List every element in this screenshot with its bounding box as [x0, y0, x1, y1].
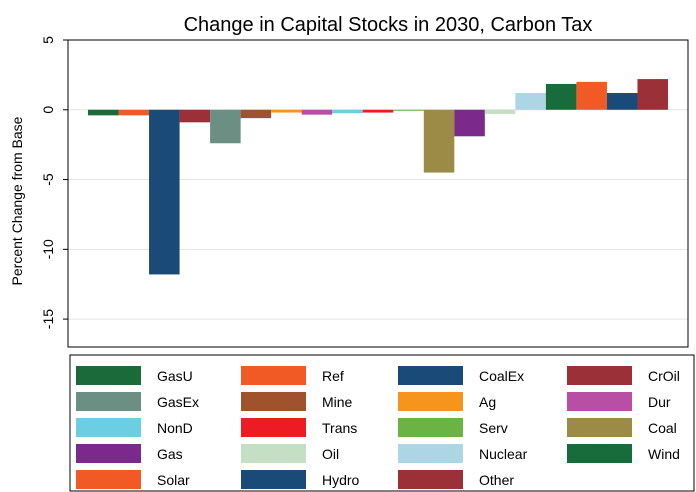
- bars: [88, 79, 668, 275]
- bar-solar: [576, 81, 607, 110]
- legend-swatch-gasex: [76, 392, 141, 411]
- y-tick-label: -10: [40, 239, 56, 259]
- bar-nuclear: [515, 93, 546, 110]
- legend-label-gasu: GasU: [157, 368, 193, 384]
- bar-hydro: [606, 93, 638, 110]
- legend-swatch-dur: [567, 392, 632, 411]
- legend-label-gas: Gas: [157, 446, 183, 462]
- legend-swatch-wind: [567, 444, 632, 463]
- y-axis: 5 0 -5 -10 -15: [40, 36, 68, 329]
- plot-area: [67, 39, 689, 348]
- bar-gasu: [88, 109, 119, 116]
- legend-swatch-croil: [567, 366, 632, 385]
- legend-label-mine: Mine: [322, 394, 353, 410]
- legend-swatch-coalex: [398, 366, 463, 385]
- chart-title: Change in Capital Stocks in 2030, Carbon…: [184, 14, 593, 36]
- legend-swatch-nond: [76, 418, 141, 437]
- legend-swatch-gas: [76, 444, 141, 463]
- legend-label-coalex: CoalEx: [479, 368, 524, 384]
- bar-coalex: [149, 109, 180, 275]
- legend-swatch-oil: [241, 444, 306, 463]
- legend-label-nond: NonD: [157, 420, 193, 436]
- y-tick-label: 0: [40, 106, 56, 114]
- legend-swatch-nuclear: [398, 444, 463, 463]
- bar-serv: [393, 109, 424, 111]
- legend-swatch-gasu: [76, 366, 141, 385]
- bar-gas: [454, 109, 485, 137]
- legend-label-gasex: GasEx: [157, 394, 199, 410]
- bar-ref: [118, 109, 150, 116]
- legend-swatch-solar: [76, 470, 141, 489]
- bar-wind: [545, 83, 577, 110]
- bar-ag: [271, 109, 302, 113]
- legend-swatch-ref: [241, 366, 306, 385]
- y-tick-label: -5: [40, 173, 56, 186]
- legend-label-croil: CrOil: [648, 368, 680, 384]
- legend-swatch-trans: [241, 418, 306, 437]
- legend-label-solar: Solar: [157, 472, 190, 488]
- y-tick-label: -15: [40, 309, 56, 329]
- legend-swatch-serv: [398, 418, 463, 437]
- y-axis-label: Percent Change from Base: [9, 116, 25, 285]
- legend-label-serv: Serv: [479, 420, 508, 436]
- legend-label-ref: Ref: [322, 368, 344, 384]
- legend-label-other: Other: [479, 472, 514, 488]
- bar-croil: [179, 109, 211, 123]
- bar-trans: [362, 109, 394, 113]
- legend-label-hydro: Hydro: [322, 472, 360, 488]
- legend-swatch-mine: [241, 392, 306, 411]
- legend-swatch-other: [398, 470, 463, 489]
- bar-oil: [484, 109, 516, 114]
- legend: GasU Ref CoalEx CrOil GasEx Mine Ag Dur NonD Tran…: [69, 354, 695, 492]
- bar-coal: [423, 109, 455, 173]
- legend-label-dur: Dur: [648, 394, 671, 410]
- bar-mine: [240, 109, 272, 119]
- legend-label-ag: Ag: [479, 394, 496, 410]
- legend-swatch-hydro: [241, 470, 306, 489]
- legend-label-wind: Wind: [648, 446, 680, 462]
- legend-swatch-ag: [398, 392, 463, 411]
- legend-label-nuclear: Nuclear: [479, 446, 528, 462]
- legend-label-coal: Coal: [648, 420, 677, 436]
- bar-gasex: [210, 109, 241, 144]
- legend-label-trans: Trans: [322, 420, 357, 436]
- bar-nond: [332, 109, 363, 114]
- bar-dur: [301, 109, 333, 115]
- legend-swatch-coal: [567, 418, 632, 437]
- y-tick-label: 5: [40, 36, 56, 44]
- bar-other: [637, 79, 668, 110]
- legend-label-oil: Oil: [322, 446, 339, 462]
